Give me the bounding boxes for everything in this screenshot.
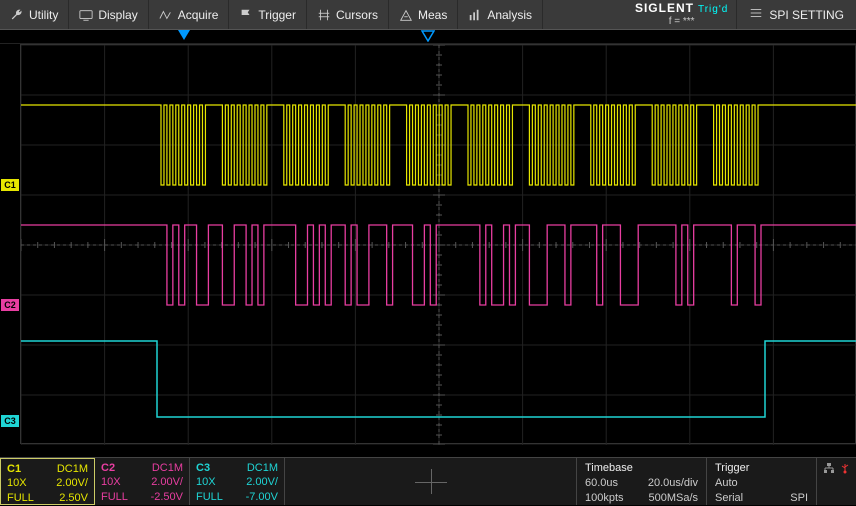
- ch3-probe: 10X: [196, 475, 216, 489]
- ch1-vdiv: 2.00V/: [56, 476, 88, 490]
- menu-meas[interactable]: Meas: [389, 0, 458, 29]
- menu-utility[interactable]: Utility: [0, 0, 69, 29]
- ch1-probe: 10X: [7, 476, 27, 490]
- usb-icon: [839, 462, 851, 477]
- freq-readout: f = ***: [669, 16, 695, 27]
- time-ruler: [0, 30, 856, 44]
- menu-utility-label: Utility: [29, 8, 58, 22]
- acquire-icon: [159, 8, 173, 22]
- trig-status: Trig'd: [698, 4, 728, 15]
- timebase-info-box[interactable]: Timebase 60.0us 20.0us/div 100kpts 500MSa/…: [576, 458, 706, 505]
- ch2-vdiv: 2.00V/: [151, 475, 183, 489]
- ch3-zero-marker: C3: [1, 415, 19, 427]
- timebase-title: Timebase: [585, 461, 698, 476]
- spi-setting-button[interactable]: SPI SETTING: [737, 0, 856, 29]
- ch1-info-box[interactable]: C1 DC1M 10X 2.00V/ FULL 2.50V: [0, 458, 95, 505]
- timebase-rate: 500MSa/s: [648, 491, 698, 506]
- menu-analysis-label: Analysis: [487, 8, 532, 22]
- crosshair-icon: [411, 462, 451, 502]
- brand-name: SIGLENT: [635, 2, 694, 15]
- ch3-info-box[interactable]: C3 DC1M 10X 2.00V/ FULL -7.00V: [190, 458, 285, 505]
- analysis-icon: [468, 8, 482, 22]
- ch3-name: C3: [196, 461, 210, 475]
- trigger-mode: Auto: [715, 476, 808, 491]
- menu-cursors-label: Cursors: [336, 8, 378, 22]
- bottom-panel: C1 DC1M 10X 2.00V/ FULL 2.50V C2 DC1M 10X 2.0…: [0, 457, 856, 505]
- meas-icon: [399, 8, 413, 22]
- menu-meas-label: Meas: [418, 8, 447, 22]
- ch2-info-box[interactable]: C2 DC1M 10X 2.00V/ FULL -2.50V: [95, 458, 190, 505]
- ch3-offset: -7.00V: [246, 490, 278, 504]
- ch1-bw: FULL: [7, 491, 34, 505]
- network-icon: [823, 462, 835, 477]
- ch2-probe: 10X: [101, 475, 121, 489]
- ch1-name: C1: [7, 462, 21, 476]
- trigger-src: SPI: [790, 491, 808, 506]
- menu-analysis[interactable]: Analysis: [458, 0, 543, 29]
- ch2-name: C2: [101, 461, 115, 475]
- ch1-offset: 2.50V: [59, 491, 88, 505]
- menu-acquire[interactable]: Acquire: [149, 0, 230, 29]
- waveform-svg: [21, 45, 856, 445]
- menu-display[interactable]: Display: [69, 0, 148, 29]
- spi-setting-label: SPI SETTING: [769, 8, 844, 22]
- trigger-title: Trigger: [715, 461, 808, 476]
- trigger-info-box[interactable]: Trigger Auto Serial SPI: [706, 458, 816, 505]
- timebase-pts: 100kpts: [585, 491, 624, 506]
- ch2-bw: FULL: [101, 490, 128, 504]
- bottom-filler: [285, 458, 576, 505]
- waveform-display[interactable]: C1 C2 C3: [20, 44, 856, 444]
- menu-acquire-label: Acquire: [178, 8, 219, 22]
- menu-cursors[interactable]: Cursors: [307, 0, 389, 29]
- flag-icon: [239, 8, 253, 22]
- menu-trigger-label: Trigger: [258, 8, 296, 22]
- timebase-delay: 60.0us: [585, 476, 618, 491]
- menu-trigger[interactable]: Trigger: [229, 0, 307, 29]
- timebase-scale: 20.0us/div: [648, 476, 698, 491]
- ch1-zero-marker: C1: [1, 179, 19, 191]
- list-icon: [749, 6, 763, 23]
- wrench-icon: [10, 8, 24, 22]
- ch3-vdiv: 2.00V/: [246, 475, 278, 489]
- status-icons: [816, 458, 856, 505]
- ch2-coupling: DC1M: [152, 461, 183, 475]
- delay-marker[interactable]: [178, 30, 190, 40]
- cursors-icon: [317, 8, 331, 22]
- ch3-bw: FULL: [196, 490, 223, 504]
- ch1-coupling: DC1M: [57, 462, 88, 476]
- trigger-type: Serial: [715, 491, 743, 506]
- menu-bar: Utility Display Acquire Trigger Cursors …: [0, 0, 856, 30]
- ch3-coupling: DC1M: [247, 461, 278, 475]
- ch2-zero-marker: C2: [1, 299, 19, 311]
- menu-display-label: Display: [98, 8, 137, 22]
- brand-block: SIGLENT Trig'd f = ***: [627, 0, 737, 29]
- ch2-offset: -2.50V: [151, 490, 183, 504]
- display-icon: [79, 8, 93, 22]
